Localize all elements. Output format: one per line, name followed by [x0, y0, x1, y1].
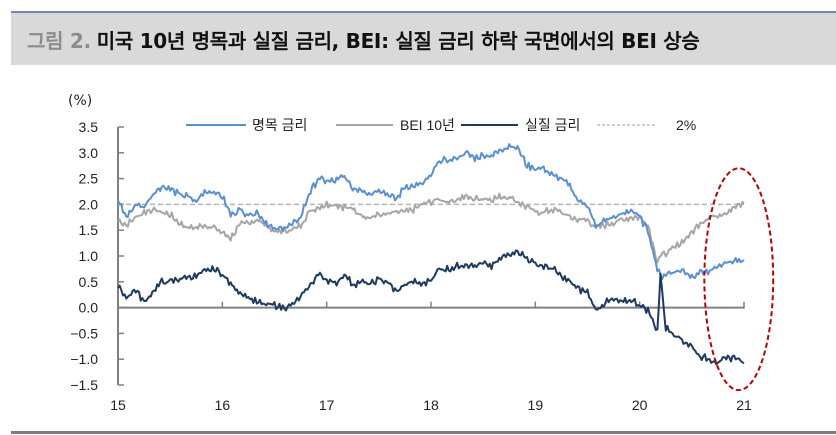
y-tick-label: 2.0 [79, 196, 99, 212]
legend-nominal-rate: 명목 금리 [186, 117, 307, 133]
x-tick-label: 18 [423, 397, 439, 413]
legend-2pct: 2% [597, 117, 696, 133]
highlight-ellipse-shape [703, 167, 775, 392]
legend-label: 2% [676, 117, 696, 133]
y-tick-label: 0.0 [79, 300, 99, 316]
y-tick-label: 0.5 [79, 274, 99, 290]
x-tick-label: 19 [528, 397, 544, 413]
bottom-divider [11, 431, 836, 434]
y-tick-label: 3.5 [79, 119, 99, 135]
legend-label: 명목 금리 [252, 117, 307, 133]
y-tick-label: 1.5 [79, 222, 99, 238]
x-tick-label: 16 [215, 397, 231, 413]
chart-series [117, 143, 745, 366]
figure-header: 그림 2. 미국 10년 명목과 실질 금리, BEI: 실질 금리 하락 국면에… [11, 11, 836, 65]
y-tick-label: −1.0 [70, 351, 98, 367]
highlight-ellipse [703, 167, 775, 392]
y-tick-label: −0.5 [70, 325, 98, 341]
legend-real-rate: 실질 금리 [461, 117, 580, 133]
real-rate-line [117, 249, 745, 366]
y-tick-label: 1.0 [79, 248, 99, 264]
y-tick-label: −1.5 [70, 377, 98, 393]
y-tick-label: 3.0 [79, 145, 99, 161]
legend-label: BEI 10년 [400, 117, 455, 133]
y-tick-label: 2.5 [79, 171, 99, 187]
figure-number: 그림 2. [27, 29, 91, 53]
x-tick-label: 17 [319, 397, 335, 413]
x-tick-label: 20 [632, 397, 648, 413]
x-tick-label: 21 [736, 397, 752, 413]
legend-label: 실질 금리 [525, 117, 580, 133]
x-tick-label: 15 [110, 397, 126, 413]
y-axis: 3.5 3.0 2.5 2.0 1.5 1.0 0.5 0.0 −0.5 −1.0 −1.5 [70, 119, 124, 393]
chart-legend: 명목 금리 BEI 10년 실질 금리 2% [186, 117, 696, 133]
x-axis: 15 16 17 18 19 20 21 [110, 301, 752, 413]
legend-bei-10y: BEI 10년 [336, 117, 455, 133]
figure-title: 그림 2. 미국 10년 명목과 실질 금리, BEI: 실질 금리 하락 국면에… [27, 25, 700, 54]
nominal-rate-line [117, 143, 745, 280]
y-axis-unit: (%) [68, 93, 93, 109]
figure-title-text: 미국 10년 명목과 실질 금리, BEI: 실질 금리 하락 국면에서의 BE… [96, 29, 700, 53]
